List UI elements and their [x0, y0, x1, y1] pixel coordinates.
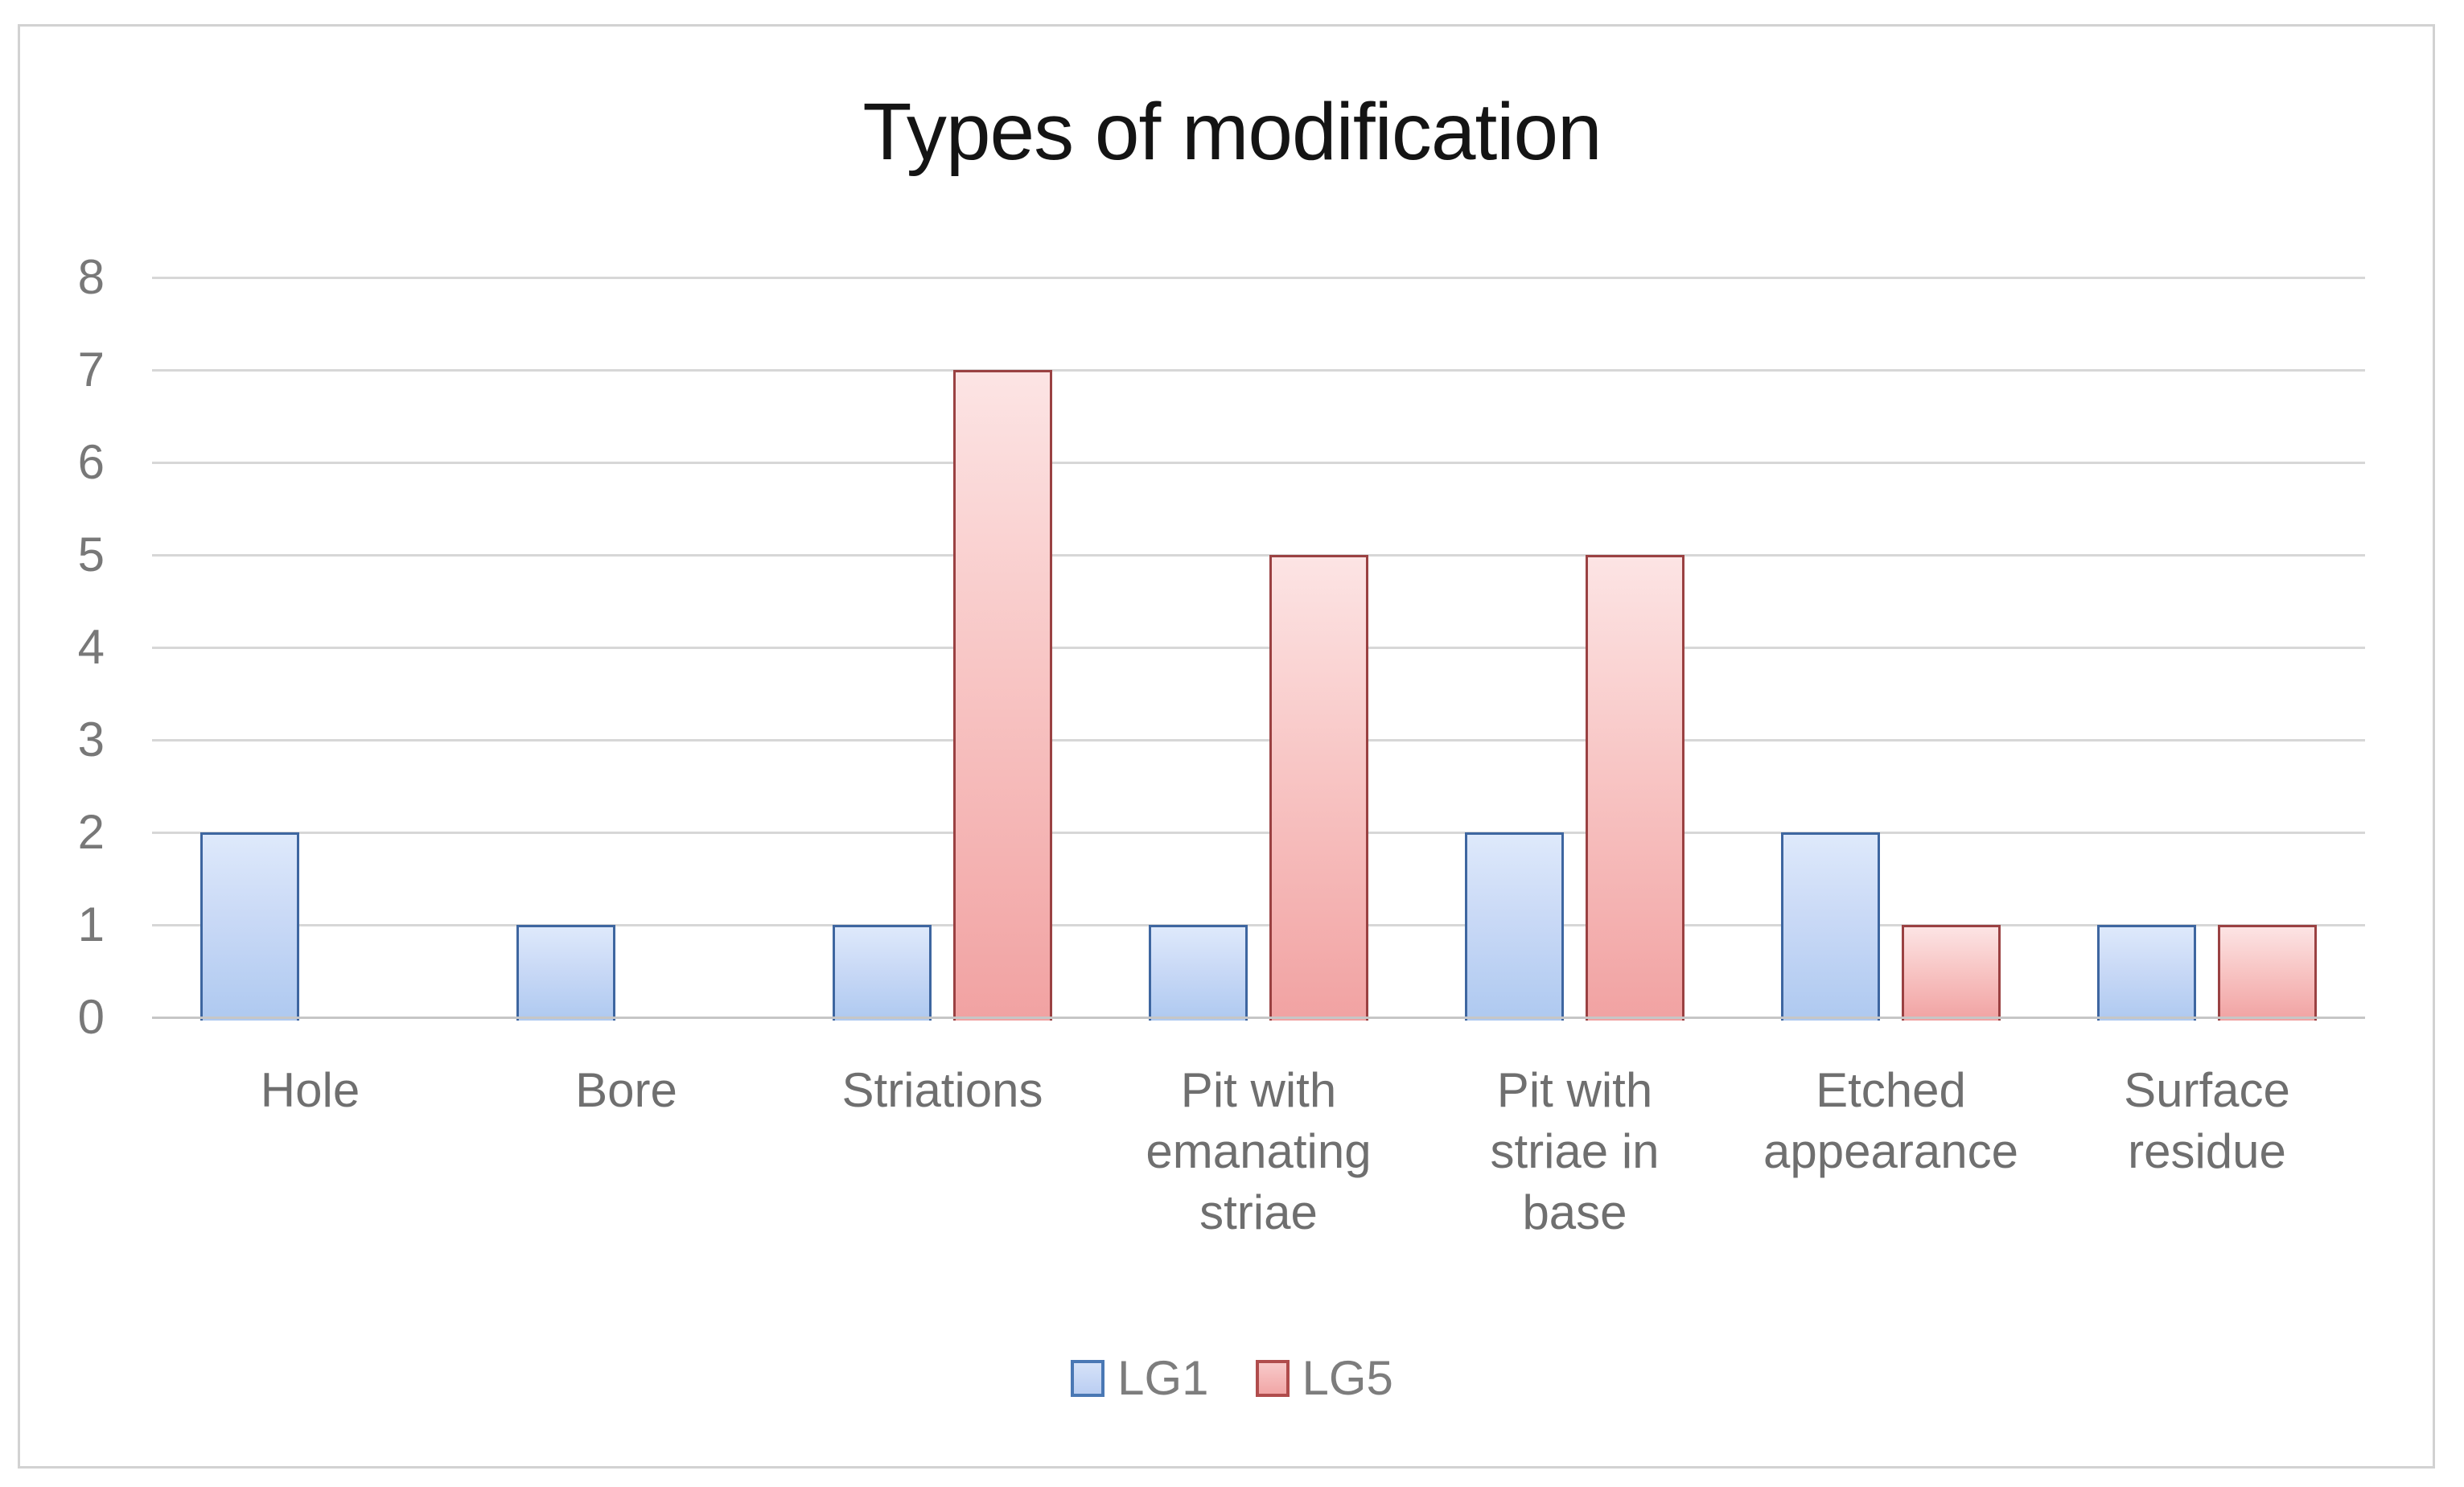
- bar-lg1-pit-with-emanating-striae: [1149, 925, 1248, 1021]
- bar-lg1-surface-residue: [2097, 925, 2196, 1021]
- x-label-etched-appearance: Etched appearance: [1763, 1063, 2018, 1178]
- y-tick-label-2: 2: [77, 805, 105, 859]
- gridline-3: [152, 739, 2365, 741]
- bar-lg5-etched-appearance: [1902, 925, 2001, 1021]
- gridline-1: [152, 924, 2365, 926]
- chart-frame: [18, 24, 2435, 1469]
- x-label-pit-with-striae-in-base: Pit with striae in base: [1490, 1063, 1660, 1239]
- bar-lg5-striations: [953, 370, 1052, 1021]
- y-tick-label-6: 6: [77, 435, 105, 489]
- y-tick-label-5: 5: [77, 528, 105, 581]
- x-label-hole: Hole: [260, 1063, 360, 1117]
- legend-label-lg5: LG5: [1302, 1351, 1393, 1405]
- legend-item-lg1: LG1: [1071, 1349, 1209, 1407]
- gridline-5: [152, 554, 2365, 557]
- bar-lg1-pit-with-striae-in-base: [1465, 832, 1564, 1021]
- x-label-striations: Striations: [841, 1063, 1043, 1117]
- y-tick-label-7: 7: [77, 343, 105, 396]
- gridline-7: [152, 369, 2365, 372]
- gridline-2: [152, 832, 2365, 834]
- bar-lg5-surface-residue: [2218, 925, 2317, 1021]
- gridline-6: [152, 462, 2365, 464]
- legend-item-lg5: LG5: [1255, 1349, 1393, 1407]
- bar-lg1-striations: [833, 925, 932, 1021]
- y-tick-label-4: 4: [77, 620, 105, 674]
- gridline-4: [152, 647, 2365, 649]
- bar-lg5-pit-with-emanating-striae: [1269, 555, 1368, 1021]
- legend-swatch-lg5: [1255, 1360, 1290, 1397]
- y-tick-label-8: 8: [77, 250, 105, 304]
- y-tick-label-3: 3: [77, 713, 105, 766]
- bar-lg1-etched-appearance: [1781, 832, 1880, 1021]
- bar-lg1-bore: [516, 925, 615, 1021]
- x-label-bore: Bore: [575, 1063, 677, 1117]
- bar-lg5-pit-with-striae-in-base: [1586, 555, 1684, 1021]
- x-axis-line: [152, 1017, 2365, 1019]
- chart-title: Types of modification: [862, 87, 1602, 177]
- x-label-pit-with-emanating-striae: Pit with emanating striae: [1146, 1063, 1372, 1239]
- legend-label-lg1: LG1: [1117, 1351, 1209, 1405]
- legend: LG1 LG5: [0, 1349, 2464, 1407]
- y-tick-label-0: 0: [77, 990, 105, 1044]
- bar-lg1-hole: [200, 832, 299, 1021]
- x-label-surface-residue: Surface residue: [2124, 1063, 2290, 1178]
- gridline-8: [152, 277, 2365, 279]
- y-tick-label-1: 1: [77, 898, 105, 951]
- legend-swatch-lg1: [1071, 1360, 1105, 1397]
